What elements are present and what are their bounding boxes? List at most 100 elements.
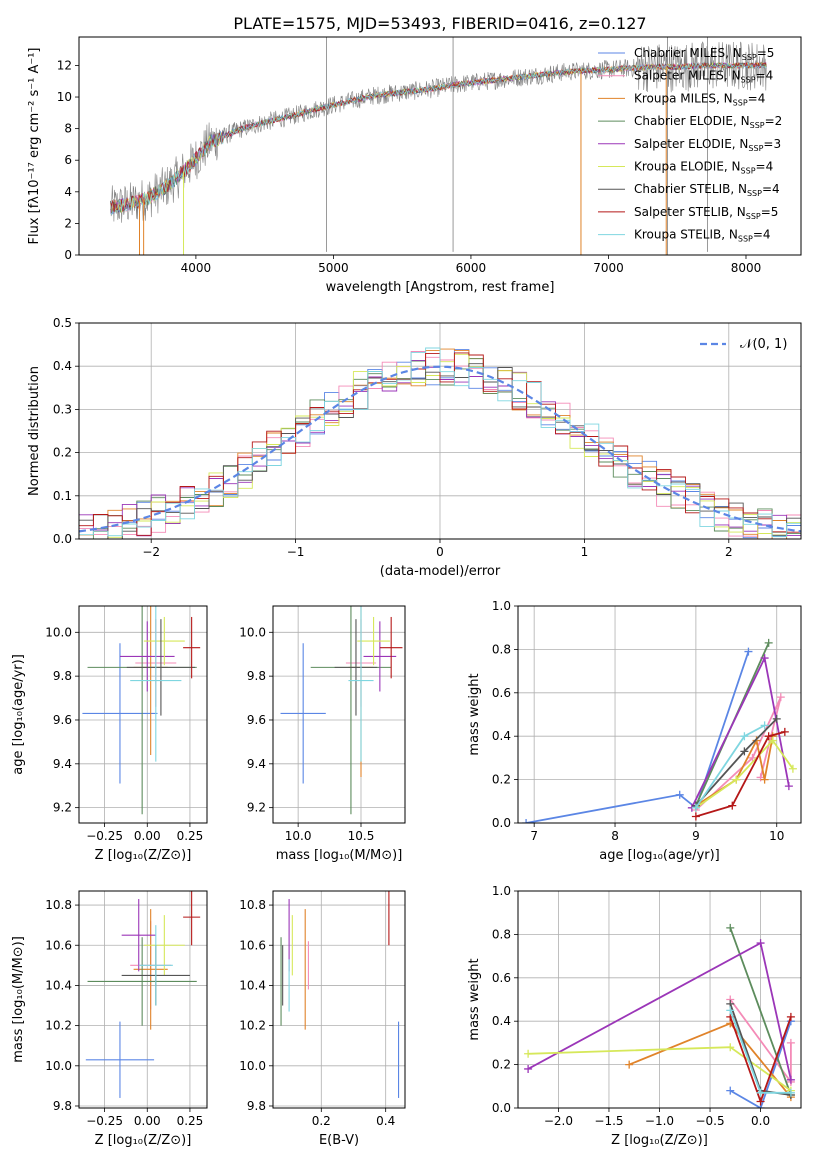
y-tick-label: 6 (64, 153, 72, 167)
legend-label: Salpeter ELODIE, N (634, 137, 748, 151)
legend-entry: Chabrier MILES, NSSP=5 (634, 46, 774, 62)
legend-subscript: SSP (733, 98, 748, 107)
y-tick-label: 9.8 (53, 669, 72, 683)
x-tick-label: 0.00 (134, 829, 161, 843)
weight-marker (625, 1060, 634, 1069)
y-tick-label: 10.0 (45, 625, 72, 639)
y-tick-label: 0.5 (53, 316, 72, 330)
axes-frame (272, 890, 406, 1109)
weight-marker (756, 939, 765, 948)
y-tick-label: 0.0 (53, 532, 72, 546)
residuals-panel: −2 −1 0 1 2 0.0 0.1 0.2 0.3 0.4 0.5 (data-model)/er… (27, 316, 802, 579)
y-tick-label: 0.1 (53, 489, 72, 503)
y-axis-label: Flux [fλ10⁻¹⁷ erg cm⁻² s⁻¹ A⁻¹] (27, 48, 42, 245)
x-tick-label: −1.0 (645, 1114, 674, 1128)
weight-marker (675, 790, 684, 799)
data-point (121, 899, 156, 972)
y-tick-label: 12 (57, 58, 72, 72)
normal-curve (79, 365, 801, 533)
weight-marker (524, 1064, 533, 1073)
y-tick-label: 1.0 (492, 884, 511, 898)
weight-marker (691, 803, 700, 812)
y-tick-label: 2 (64, 216, 72, 230)
weight-series-line (695, 739, 794, 809)
y-tick-label: 9.2 (53, 801, 72, 815)
y-axis-label: mass weight (467, 958, 482, 1040)
x-axis-label: Z [log₁₀(Z/Z⊙)] (95, 1133, 192, 1148)
weight-marker (786, 1075, 795, 1084)
weight-marker (726, 1006, 735, 1015)
x-tick-label: 9 (692, 829, 700, 843)
weight-marker (760, 654, 769, 663)
weight-marker (784, 782, 793, 791)
age-vs-mass-panel: 10.0 10.5 9.2 9.4 9.6 9.8 10.0 mass [log₁₀(M/M⊙… (239, 605, 406, 863)
data-point (379, 616, 403, 679)
x-axis-label: (data-model)/error (380, 564, 501, 579)
data-point (183, 616, 201, 679)
data-point (119, 621, 175, 692)
y-tick-label: 10.2 (239, 1019, 266, 1033)
data-point (126, 619, 196, 716)
weight-marker (756, 1097, 765, 1106)
weight-series-line (525, 651, 750, 823)
x-tick-label: 0.00 (134, 1114, 161, 1128)
weight-marker (726, 1086, 735, 1095)
x-tick-label: 10.0 (285, 829, 312, 843)
mass-vs-ebv-panel: 0.2 0.4 9.8 10.0 10.2 10.4 10.6 10.8 E(B-V) (239, 890, 406, 1148)
weight-marker (786, 1038, 795, 1047)
observed-spectrum-line (110, 41, 767, 223)
data-point (357, 616, 390, 666)
x-tick-label: −2 (142, 545, 160, 559)
y-tick-label: 10.4 (45, 978, 72, 992)
y-tick-label: 9.6 (53, 713, 72, 727)
x-tick-label: −0.25 (86, 829, 123, 843)
y-tick-label: 9.4 (53, 757, 72, 771)
data-point (130, 606, 182, 762)
weight-marker (760, 775, 769, 784)
legend-entry: Chabrier STELIB, NSSP=4 (634, 182, 780, 198)
weight-series-line (729, 927, 792, 1096)
legend-subscript: SSP (750, 121, 765, 130)
y-tick-label: 8 (64, 122, 72, 136)
x-tick-label: 8 (611, 829, 619, 843)
x-axis-label: mass [log₁₀(M/M⊙)] (276, 848, 403, 863)
x-tick-label: 6000 (456, 261, 487, 275)
x-tick-label: 7 (530, 829, 538, 843)
legend-subscript: SSP (748, 144, 763, 153)
plot-area (110, 37, 767, 255)
legend-entry: Salpeter STELIB, NSSP=5 (634, 205, 778, 221)
x-tick-label: −0.25 (86, 1114, 123, 1128)
legend-entry: 𝒩(0, 1) (740, 337, 787, 352)
legend-subscript: SSP (741, 167, 756, 176)
x-tick-label: −1.5 (594, 1114, 623, 1128)
y-tick-label: 0.2 (492, 1058, 511, 1072)
plot-area (524, 923, 795, 1108)
y-tick-label: 0.3 (53, 402, 72, 416)
y-tick-label: 10.0 (239, 1059, 266, 1073)
weight-marker (776, 693, 785, 702)
y-tick-label: 0.6 (492, 971, 511, 985)
x-axis-label: age [log₁₀(age/yr)] (599, 848, 720, 863)
weight-marker (744, 647, 753, 656)
legend-value: =5 (757, 46, 775, 60)
x-tick-label: 5000 (318, 261, 349, 275)
data-point (138, 925, 173, 1006)
data-point (133, 909, 168, 1030)
legend-label: Kroupa STELIB, N (634, 228, 738, 242)
weight-marker (760, 721, 769, 730)
axes-frame (78, 36, 802, 256)
model-spectrum-line (110, 61, 767, 213)
y-tick-label: 0.8 (492, 927, 511, 941)
x-tick-label: 1 (581, 545, 589, 559)
y-tick-label: 9.4 (247, 757, 266, 771)
legend-entry: Salpeter ELODIE, NSSP=3 (634, 137, 781, 153)
legend-label: Salpeter MILES, N (634, 69, 741, 83)
data-point (348, 606, 374, 762)
legend-value: =3 (763, 137, 781, 151)
weight-series-line (695, 731, 786, 818)
y-tick-label: 9.8 (247, 1099, 266, 1113)
legend-label: Chabrier MILES, N (634, 46, 742, 60)
weight-marker (726, 923, 735, 932)
legend-subscript: SSP (747, 189, 762, 198)
